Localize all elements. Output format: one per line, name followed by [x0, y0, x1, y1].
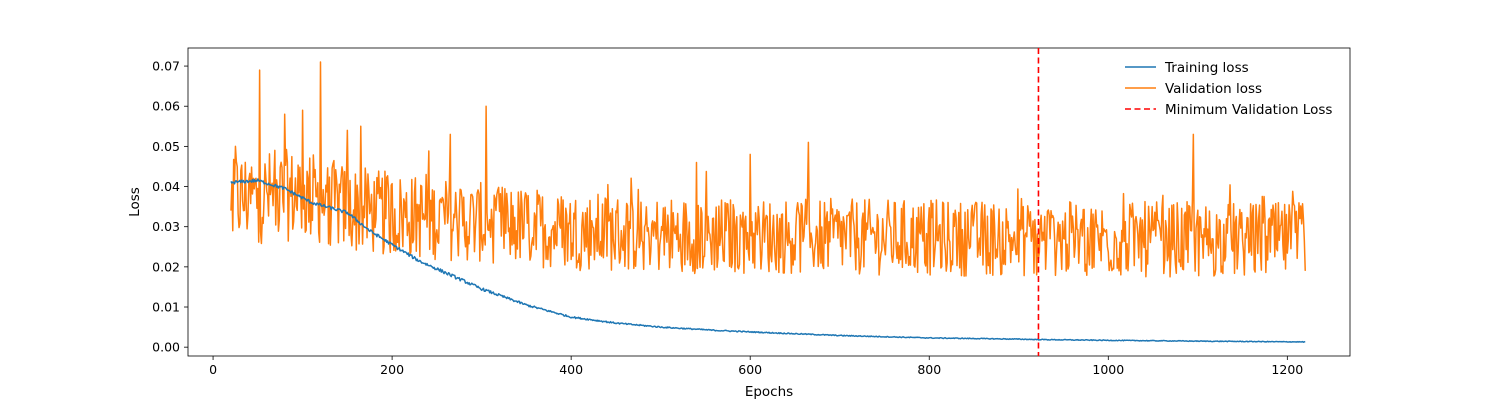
y-axis: 0.00 0.01 0.02 0.03 0.04 0.05 0.06 0.07: [152, 59, 188, 355]
y-tick-label: 0.00: [152, 340, 180, 355]
y-tick-label: 0.04: [152, 179, 180, 194]
x-tick-label: 400: [559, 362, 583, 377]
x-tick-label: 200: [380, 362, 404, 377]
y-tick-label: 0.05: [152, 139, 180, 154]
legend-label: Validation loss: [1165, 81, 1262, 97]
y-tick-label: 0.07: [152, 59, 180, 74]
x-tick-label: 800: [917, 362, 941, 377]
x-axis: 0 200 400 600 800 1000 1200: [209, 356, 1303, 377]
x-tick-label: 600: [738, 362, 762, 377]
x-axis-label: Epochs: [745, 384, 793, 400]
y-tick-label: 0.01: [152, 300, 180, 315]
y-tick-label: 0.02: [152, 259, 180, 274]
y-tick-label: 0.06: [152, 99, 180, 114]
x-tick-label: 0: [209, 362, 217, 377]
legend: Training loss Validation loss Minimum Vali…: [1125, 60, 1332, 118]
x-tick-label: 1200: [1271, 362, 1303, 377]
legend-label: Minimum Validation Loss: [1165, 102, 1332, 118]
x-tick-label: 1000: [1092, 362, 1124, 377]
y-axis-label: Loss: [127, 187, 143, 217]
training-loss-line: [230, 178, 1306, 343]
y-tick-label: 0.03: [152, 219, 180, 234]
legend-label: Training loss: [1164, 60, 1249, 76]
